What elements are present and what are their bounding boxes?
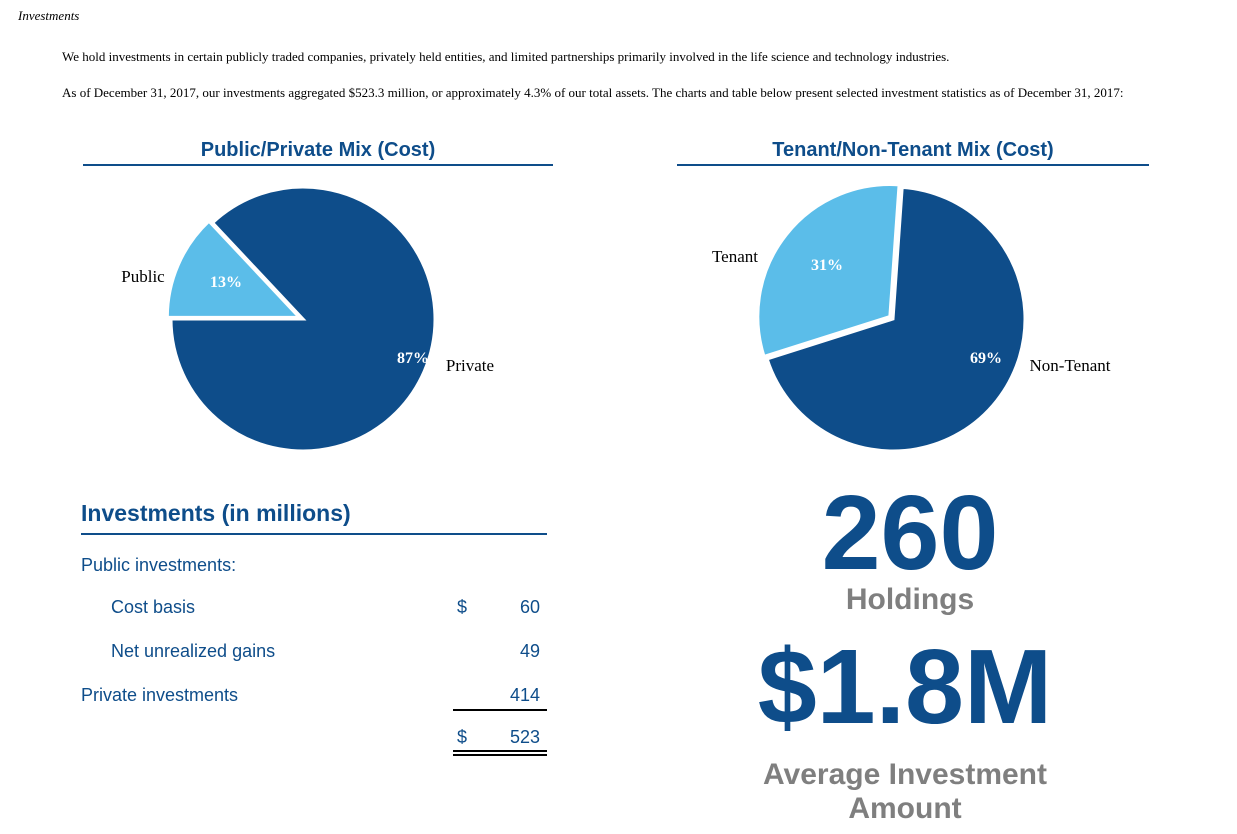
pie-slice-private xyxy=(169,185,437,453)
pie-label-private: Private xyxy=(446,356,494,375)
private-investments-value: 414 xyxy=(509,685,540,705)
cost-basis-currency: $ xyxy=(457,597,468,617)
cost-basis-label: Cost basis xyxy=(111,597,196,617)
cost-basis-value: 60 xyxy=(519,597,540,617)
intro-paragraph: We hold investments in certain publicly … xyxy=(62,49,950,64)
holdings-label: Holdings xyxy=(845,583,975,616)
average-investment-label: Average Investment Amount xyxy=(762,758,1047,825)
tenant-chart-title: Tenant/Non-Tenant Mix (Cost) xyxy=(677,139,1149,166)
public-private-chart-title: Public/Private Mix (Cost) xyxy=(83,139,553,166)
pie-percent-private: 87% xyxy=(397,350,429,367)
section-heading: Investments xyxy=(18,8,80,23)
pie-slice-public xyxy=(165,219,303,319)
total-rule-bottom xyxy=(453,754,547,756)
private-investments-label: Private investments xyxy=(81,685,239,705)
average-investment-value: $1.8M xyxy=(757,628,1053,746)
pie-label-non-tenant: Non-Tenant xyxy=(1030,356,1111,375)
pie-label-tenant: Tenant xyxy=(712,247,758,266)
pie-percent-non-tenant: 69% xyxy=(970,350,1002,367)
pie-slice-tenant xyxy=(756,183,901,359)
total-value: 523 xyxy=(509,727,540,747)
stats-paragraph: As of December 31, 2017, our investments… xyxy=(62,85,1124,100)
pie-slice-non-tenant xyxy=(765,185,1027,453)
pie-percent-tenant: 31% xyxy=(811,257,843,274)
subtotal-rule xyxy=(453,709,547,711)
public-investments-label: Public investments: xyxy=(81,555,237,575)
pie-percent-public: 13% xyxy=(210,274,242,291)
unrealized-gains-label: Net unrealized gains xyxy=(111,641,276,661)
investments-table-title: Investments (in millions) xyxy=(81,500,547,535)
total-currency: $ xyxy=(457,727,468,747)
unrealized-gains-value: 49 xyxy=(519,641,540,661)
holdings-count: 260 xyxy=(821,474,999,592)
total-rule-top xyxy=(453,750,547,752)
pie-label-public: Public xyxy=(121,267,165,286)
